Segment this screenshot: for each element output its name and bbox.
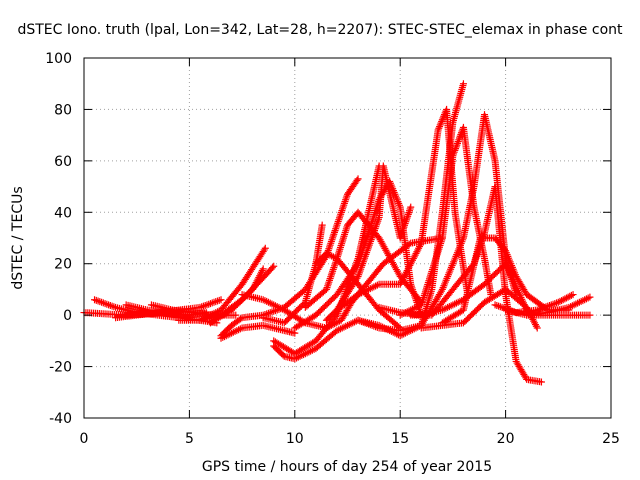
data-point	[435, 124, 443, 132]
data-point	[439, 114, 447, 122]
data-point	[436, 121, 444, 129]
data-point	[353, 176, 361, 184]
data-point	[232, 311, 240, 319]
y-tick-label: -40	[49, 411, 72, 427]
grid	[84, 58, 611, 418]
chart-title: dSTEC Iono. truth (lpal, Lon=342, Lat=28…	[17, 22, 623, 38]
data-point	[334, 318, 342, 326]
data-point	[416, 241, 424, 249]
series-arc-15	[291, 177, 425, 332]
data-point	[318, 221, 326, 229]
data-point	[437, 119, 445, 127]
data-point	[354, 175, 362, 183]
data-point	[259, 265, 267, 273]
data-point	[436, 123, 444, 131]
x-tick-label: 0	[80, 431, 89, 447]
y-tick-label: 40	[54, 205, 72, 221]
data-point	[459, 80, 467, 88]
x-tick-label: 25	[602, 431, 620, 447]
plot-frame	[83, 57, 612, 419]
y-axis-label: dSTEC / TECUs	[10, 186, 26, 289]
data-point	[217, 296, 225, 304]
data-point	[237, 315, 245, 323]
data-point	[261, 244, 269, 252]
x-axis-label: GPS time / hours of day 254 of year 2015	[202, 459, 492, 475]
y-tick-label: 100	[45, 51, 72, 67]
y-ticks: -40 -20 0 20 40 60 80 100	[45, 51, 611, 427]
series-arc-16	[301, 208, 425, 311]
x-tick-label: 15	[391, 431, 409, 447]
data-point	[407, 203, 415, 211]
data-point	[434, 126, 442, 134]
data-point	[438, 117, 446, 125]
series-arc-06	[175, 244, 269, 324]
series-arc-10	[217, 321, 299, 342]
series-arc-12	[259, 221, 326, 327]
data-point	[270, 262, 278, 270]
x-tick-label: 5	[185, 431, 194, 447]
data-point	[260, 246, 268, 254]
x-ticks: 0 5 10 15 20 25	[80, 58, 620, 447]
y-tick-label: -20	[49, 360, 72, 376]
data-point	[258, 267, 266, 275]
x-tick-label: 20	[497, 431, 515, 447]
data-point	[279, 351, 287, 359]
y-tick-label: 20	[54, 257, 72, 273]
data-point	[537, 378, 545, 386]
y-tick-label: 0	[63, 308, 72, 324]
plot-points	[80, 80, 594, 386]
data-point	[268, 264, 276, 272]
y-tick-label: 60	[54, 154, 72, 170]
y-tick-label: 80	[54, 102, 72, 118]
x-tick-label: 10	[286, 431, 304, 447]
data-point	[353, 274, 361, 282]
